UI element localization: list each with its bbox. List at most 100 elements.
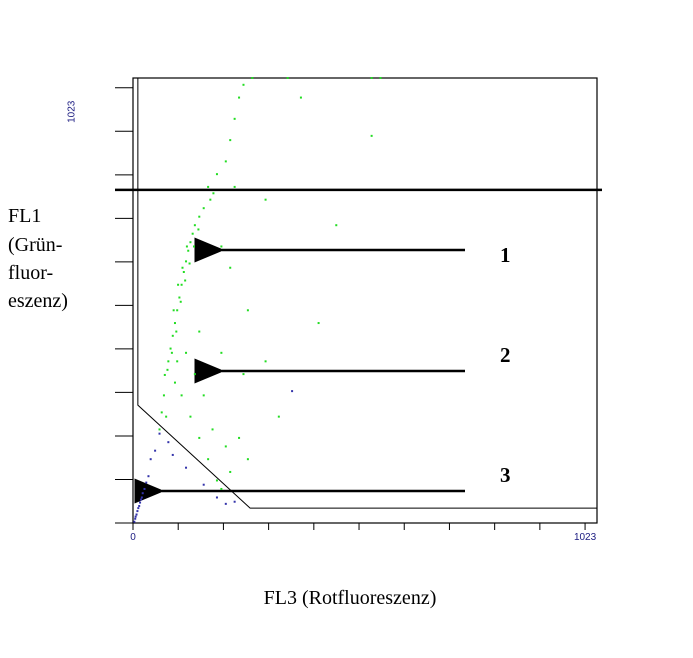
- point: [198, 330, 201, 333]
- point: [167, 360, 170, 363]
- point: [173, 322, 176, 325]
- point: [141, 492, 144, 495]
- x-tick-label: 0: [130, 532, 136, 543]
- point: [198, 215, 201, 218]
- arrows: [134, 237, 465, 504]
- point: [163, 373, 166, 376]
- point: [193, 373, 196, 376]
- point: [233, 185, 236, 188]
- point: [172, 309, 175, 312]
- point: [180, 394, 183, 397]
- y-tick-label: 1023: [67, 100, 78, 123]
- plot-frame: [132, 77, 598, 524]
- point: [188, 262, 191, 265]
- x-tick-label: 1023: [574, 532, 597, 543]
- point: [137, 507, 140, 510]
- point: [143, 487, 146, 490]
- point: [224, 445, 227, 448]
- point: [162, 394, 165, 397]
- point: [192, 245, 195, 248]
- point: [212, 192, 215, 195]
- series: [158, 77, 382, 490]
- y-axis-label: eszenz): [8, 290, 68, 312]
- point: [189, 415, 192, 418]
- point: [134, 515, 137, 518]
- point: [209, 198, 212, 201]
- point: [166, 368, 169, 371]
- point: [160, 411, 163, 414]
- point: [171, 334, 174, 337]
- point: [264, 360, 267, 363]
- point: [170, 351, 173, 354]
- point: [224, 502, 227, 505]
- point: [189, 241, 192, 244]
- point: [233, 500, 236, 503]
- point: [178, 296, 181, 299]
- point: [185, 466, 188, 469]
- point: [154, 449, 157, 452]
- point: [177, 283, 180, 286]
- x-axis-label: FL3 (Rotfluoreszenz): [264, 587, 437, 609]
- point: [277, 415, 280, 418]
- point: [134, 517, 137, 520]
- point: [229, 266, 232, 269]
- point: [229, 470, 232, 473]
- point: [238, 96, 241, 99]
- point: [175, 330, 178, 333]
- point: [335, 224, 338, 227]
- point: [246, 458, 249, 461]
- point: [197, 228, 200, 231]
- point: [193, 224, 196, 227]
- annotation: 1: [500, 243, 511, 267]
- point: [185, 351, 188, 354]
- point: [202, 394, 205, 397]
- point: [169, 347, 172, 350]
- point: [198, 436, 201, 439]
- point: [191, 232, 194, 235]
- annotation: 2: [500, 343, 511, 367]
- y-axis-label: (Grün-: [8, 234, 62, 256]
- point: [173, 381, 176, 384]
- point: [215, 173, 218, 176]
- point: [147, 475, 150, 478]
- point: [181, 266, 184, 269]
- point: [184, 279, 187, 282]
- series: [133, 390, 294, 523]
- point: [185, 260, 188, 263]
- point: [207, 185, 210, 188]
- point: [136, 510, 139, 513]
- point: [135, 513, 138, 516]
- point: [138, 504, 141, 507]
- point: [299, 96, 302, 99]
- point: [220, 351, 223, 354]
- point: [139, 501, 142, 504]
- point: [202, 483, 205, 486]
- point: [179, 300, 182, 303]
- point: [187, 249, 190, 252]
- point: [286, 77, 289, 79]
- point: [291, 390, 294, 393]
- point: [202, 207, 205, 210]
- point: [242, 373, 245, 376]
- point: [246, 309, 249, 312]
- point: [171, 453, 174, 456]
- point: [233, 117, 236, 120]
- point: [370, 77, 373, 79]
- point: [370, 134, 373, 137]
- point: [158, 432, 161, 435]
- point: [220, 245, 223, 248]
- point: [379, 77, 382, 79]
- point: [264, 198, 267, 201]
- point: [140, 496, 143, 499]
- point: [182, 270, 185, 273]
- point: [224, 160, 227, 163]
- point: [185, 245, 188, 248]
- point: [145, 481, 148, 484]
- point: [215, 496, 218, 499]
- point: [139, 498, 142, 501]
- point: [176, 309, 179, 312]
- y-axis-label: FL1: [8, 205, 41, 227]
- point: [165, 415, 168, 418]
